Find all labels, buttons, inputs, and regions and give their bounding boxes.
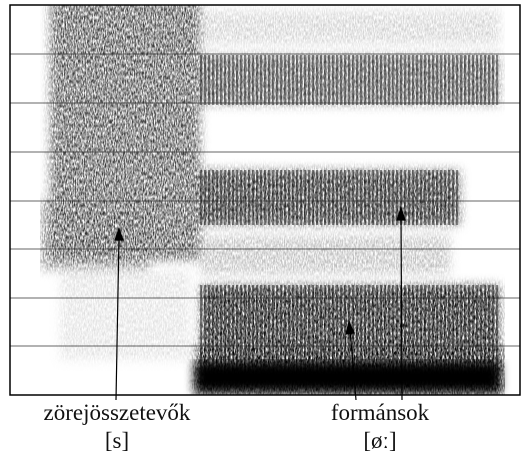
phoneme: [øː] — [363, 428, 396, 453]
arrows — [114, 206, 406, 401]
label: zörejösszetevők — [44, 400, 191, 425]
phoneme: [s] — [105, 428, 129, 453]
frame — [9, 4, 521, 396]
frequency-lines — [10, 53, 520, 347]
spectrogram — [10, 5, 520, 395]
label: formánsok — [331, 400, 430, 425]
voice-bar — [195, 362, 500, 392]
